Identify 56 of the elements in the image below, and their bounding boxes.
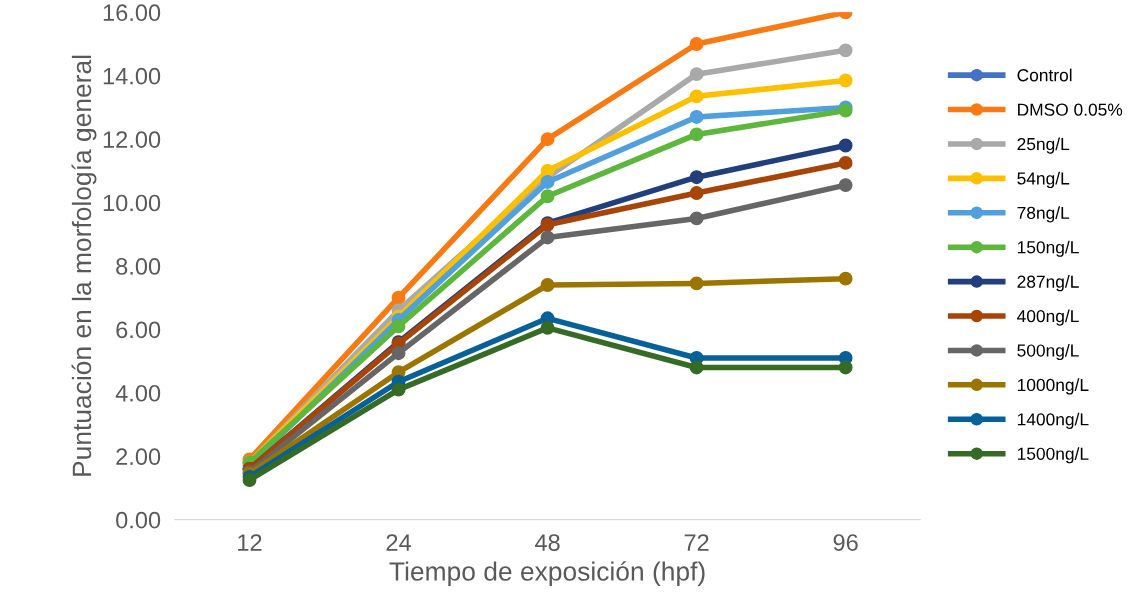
y-tick-label: 2.00 <box>116 448 161 466</box>
point <box>540 278 555 292</box>
legend-label: 150ng/L <box>1017 240 1079 257</box>
x-tick-label: 48 <box>534 534 560 551</box>
point <box>838 271 853 286</box>
point <box>689 276 704 291</box>
y-tick-label: 4.00 <box>115 384 161 402</box>
point <box>540 230 555 245</box>
y-tick-label: 8.00 <box>116 258 161 275</box>
point <box>689 89 704 104</box>
x-tick-label: 12 <box>238 534 262 551</box>
point <box>838 155 853 170</box>
point <box>540 132 555 147</box>
legend-label: 1500ng/L <box>1017 447 1089 464</box>
point <box>540 175 555 189</box>
point <box>689 211 704 226</box>
x-tick-label: 96 <box>833 534 858 551</box>
x-tick-label: 72 <box>684 534 709 551</box>
legend-label: 400ng/L <box>1017 309 1079 326</box>
point <box>391 319 406 334</box>
y-axis-title: Puntuación en la morfología general <box>71 55 97 476</box>
legend-label: 25ng/L <box>1017 137 1070 154</box>
point <box>838 178 853 193</box>
point <box>540 320 555 335</box>
point <box>391 382 406 397</box>
legend-label: DMSO 0.05% <box>1018 103 1123 116</box>
x-tick-label: 24 <box>386 534 411 551</box>
point <box>689 110 704 124</box>
legend-label: 54ng/L <box>1017 171 1070 189</box>
legend-label: 1400ng/L <box>1017 412 1089 429</box>
y-tick-label: 14.00 <box>103 67 161 85</box>
legend-label: 78ng/L <box>1017 206 1070 223</box>
point <box>689 67 704 82</box>
point <box>391 290 406 305</box>
y-tick-label: 12.00 <box>103 131 161 148</box>
point <box>689 170 704 185</box>
legend-label: 287ng/L <box>1017 275 1079 292</box>
x-axis-title: Tiempo de exposición (hpf) <box>389 561 705 587</box>
legend-label: 1000ng/L <box>1017 378 1089 395</box>
y-tick-label: 0.00 <box>116 511 161 529</box>
point <box>391 346 406 361</box>
y-tick-label: 16.00 <box>103 4 161 22</box>
point <box>689 37 704 51</box>
point <box>838 43 853 58</box>
point <box>540 189 555 204</box>
point <box>838 138 853 153</box>
y-tick-label: 6.00 <box>116 321 161 339</box>
point <box>689 186 704 200</box>
point <box>838 73 853 88</box>
point <box>689 360 704 375</box>
legend-label: Control <box>1017 68 1072 82</box>
point <box>689 127 704 142</box>
point <box>242 473 257 487</box>
legend-label: 500ng/L <box>1017 343 1079 361</box>
y-tick-label: 10.00 <box>103 194 161 212</box>
point <box>838 360 853 375</box>
